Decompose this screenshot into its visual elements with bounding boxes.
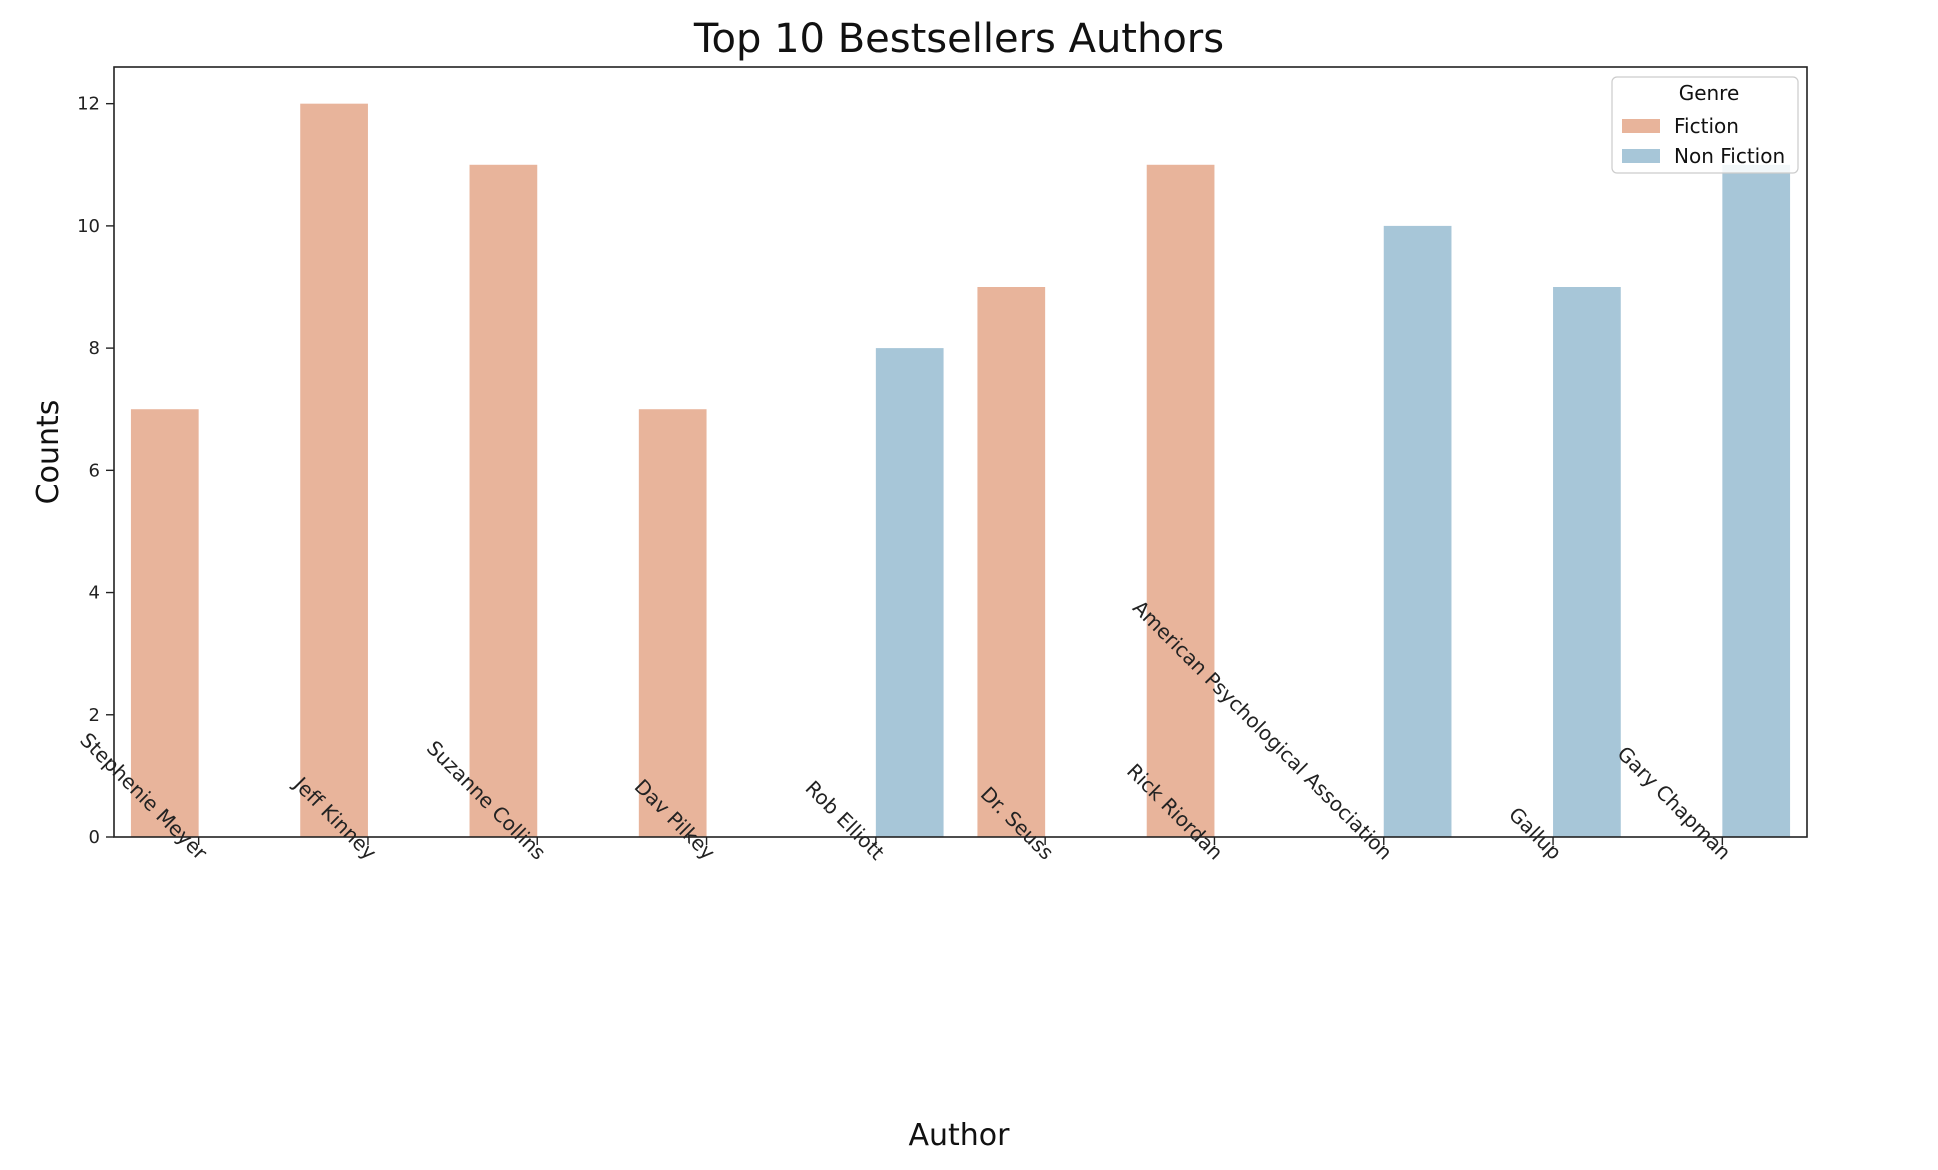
y-tick-label-5: 10 (77, 216, 100, 237)
legend: Genre Fiction Non Fiction (1611, 76, 1799, 174)
y-tick-label-2: 4 (89, 583, 100, 604)
bar-fiction-5 (977, 287, 1046, 837)
bar-fiction-2 (469, 164, 538, 837)
y-tick-label-0: 0 (89, 827, 100, 848)
y-tick-label-6: 12 (77, 94, 100, 115)
chart-title: Top 10 Bestsellers Authors (693, 16, 1224, 62)
y-axis-label: Counts (31, 400, 66, 505)
plot-frame (113, 66, 1808, 838)
bar-non-fiction-9 (1722, 164, 1791, 837)
bar-non-fiction-7 (1383, 225, 1452, 837)
bar-fiction-1 (300, 103, 368, 838)
legend-title: Genre (1679, 81, 1740, 105)
legend-swatch-0 (1622, 119, 1660, 133)
legend-entry-1: Non Fiction (1674, 144, 1785, 168)
bar-fiction-3 (638, 409, 707, 837)
legend-swatch-1 (1622, 149, 1660, 163)
bar-non-fiction-8 (1553, 287, 1621, 837)
bars-group (130, 103, 1791, 838)
x-axis-label: Author (908, 1118, 1010, 1153)
y-tick-label-1: 2 (89, 705, 100, 726)
bar-non-fiction-4 (875, 348, 944, 837)
y-tick-label-4: 8 (89, 338, 100, 359)
y-axis: 0 2 4 6 8 10 12 (77, 94, 114, 848)
bar-fiction-0 (130, 409, 199, 837)
x-tick-label-9: Gary Chapman (1613, 741, 1736, 864)
y-tick-label-3: 6 (89, 460, 100, 481)
bar-fiction-6 (1146, 164, 1215, 837)
legend-entry-0: Fiction (1674, 114, 1739, 138)
